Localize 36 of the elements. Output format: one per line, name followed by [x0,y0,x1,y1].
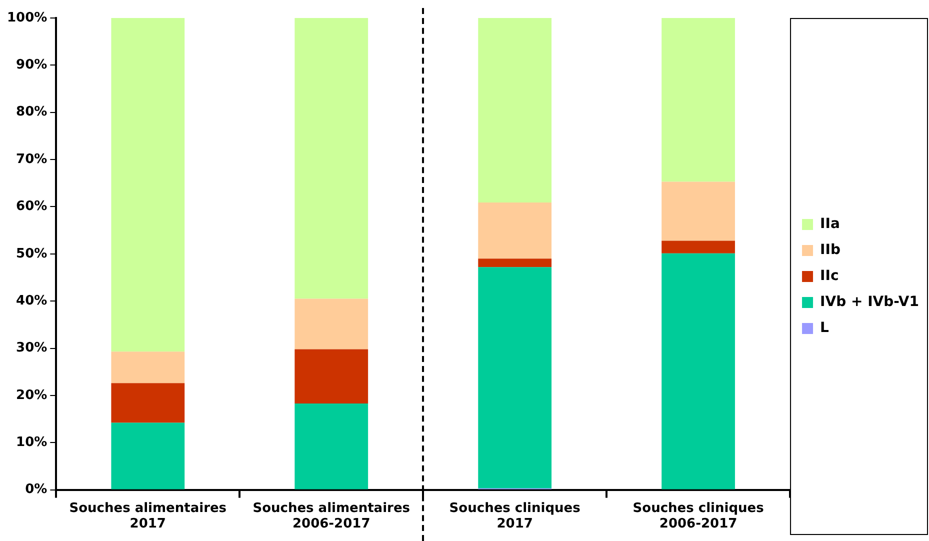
legend-label: IIc [820,268,839,284]
x-tick-label: Souches cliniques 2017 [449,500,581,532]
bar [478,18,552,202]
bar [294,18,368,299]
y-tick-label: 10% [16,434,48,450]
bar [111,383,185,423]
bar [294,349,368,404]
legend-label: L [820,320,830,336]
bar [478,258,552,268]
bar [111,352,185,384]
y-tick-label: 40% [16,293,48,308]
y-tick-label: 20% [16,388,48,403]
x-tick-label: Souches cliniques 2006-2017 [632,500,764,532]
bar [111,422,185,490]
x-tick-label: Souches alimentaires 2006-2017 [252,500,410,532]
y-tick-label: 60% [16,199,48,214]
bar [662,253,735,490]
bar [662,240,735,254]
y-tick-label: 100% [6,10,48,26]
y-tick-label: 80% [16,104,48,120]
bar [111,18,185,352]
y-tick-label: 0% [25,482,48,498]
bar [662,182,735,241]
bar [662,18,735,182]
bar [478,267,552,488]
y-tick-label: 70% [16,152,48,167]
x-tick-label: Souches alimentaires 2017 [69,500,227,532]
y-tick-label: 30% [16,340,48,356]
legend-label: IVb + IVb-V1 [820,294,920,310]
legend-label: IIa [820,216,840,232]
bar [294,403,368,490]
legend-label: IIb [820,242,840,258]
y-tick-label: 50% [16,246,48,262]
bar [294,298,368,350]
y-tick-label: 90% [16,58,48,73]
bar [478,202,552,259]
